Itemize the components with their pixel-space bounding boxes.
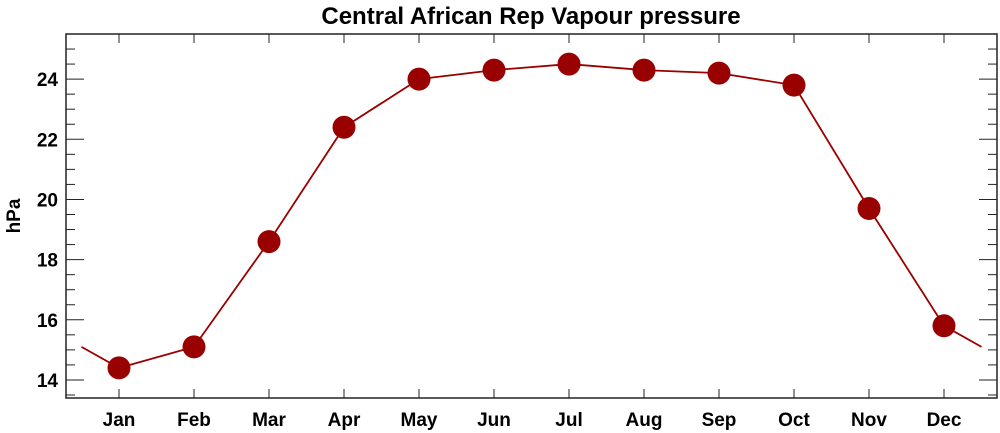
x-tick-label: Aug bbox=[626, 410, 663, 431]
y-tick-label: 20 bbox=[37, 190, 58, 211]
chart-title: Central African Rep Vapour pressure bbox=[321, 3, 740, 30]
y-axis-label: hPa bbox=[4, 198, 25, 233]
y-tick-label: 22 bbox=[37, 130, 58, 151]
data-point-sep bbox=[707, 61, 731, 85]
data-point-may bbox=[407, 67, 431, 91]
x-tick-label: May bbox=[401, 410, 438, 431]
data-point-mar bbox=[257, 230, 281, 254]
x-tick-label: Feb bbox=[177, 410, 211, 431]
x-tick-label: Jun bbox=[477, 410, 511, 431]
data-point-oct bbox=[782, 73, 806, 97]
data-point-dec bbox=[932, 314, 956, 338]
plot-frame bbox=[65, 33, 998, 399]
x-tick-label: Sep bbox=[702, 410, 737, 431]
x-tick-label: Jul bbox=[555, 410, 582, 431]
data-point-jun bbox=[482, 58, 506, 82]
data-point-nov bbox=[857, 196, 881, 220]
series-line bbox=[81, 63, 982, 369]
data-point-feb bbox=[182, 335, 206, 359]
x-tick-label: Oct bbox=[778, 410, 810, 431]
x-tick-label: Nov bbox=[851, 410, 887, 431]
y-tick-label: 14 bbox=[37, 371, 59, 392]
x-tick-label: Mar bbox=[252, 410, 286, 431]
y-tick-label: 24 bbox=[37, 70, 59, 91]
data-point-jul bbox=[557, 52, 581, 76]
data-point-jan bbox=[107, 356, 131, 380]
y-tick-label: 16 bbox=[37, 311, 58, 332]
y-tick-label: 18 bbox=[37, 251, 58, 272]
data-point-apr bbox=[332, 115, 356, 139]
x-tick-label: Apr bbox=[328, 410, 361, 431]
data-point-aug bbox=[632, 58, 656, 82]
x-tick-label: Jan bbox=[103, 410, 136, 431]
x-tick-label: Dec bbox=[927, 410, 962, 431]
